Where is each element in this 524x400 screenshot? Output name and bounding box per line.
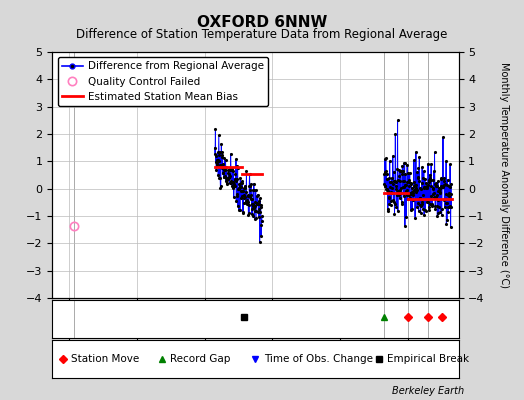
Legend: Difference from Regional Average, Quality Control Failed, Estimated Station Mean: Difference from Regional Average, Qualit… — [58, 57, 268, 106]
Text: Time of Obs. Change: Time of Obs. Change — [264, 354, 373, 364]
Text: Record Gap: Record Gap — [170, 354, 231, 364]
Text: Difference of Station Temperature Data from Regional Average: Difference of Station Temperature Data f… — [77, 28, 447, 41]
Text: Berkeley Earth: Berkeley Earth — [391, 386, 464, 396]
Y-axis label: Monthly Temperature Anomaly Difference (°C): Monthly Temperature Anomaly Difference (… — [499, 62, 509, 288]
Text: Empirical Break: Empirical Break — [387, 354, 470, 364]
Text: Station Move: Station Move — [71, 354, 139, 364]
Text: OXFORD 6NNW: OXFORD 6NNW — [197, 15, 327, 30]
